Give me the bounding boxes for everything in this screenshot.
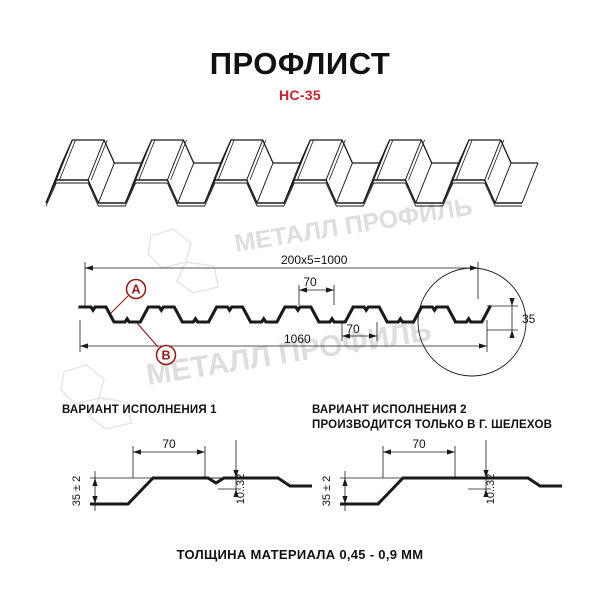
- dim-pitch-total: 200x5=1000: [281, 253, 348, 267]
- dim-valley-width: 70: [346, 322, 360, 336]
- profile-outline: [78, 304, 492, 324]
- variant-1-dim-flange-height: 10..32: [235, 474, 247, 505]
- page-title: ПРОФЛИСТ: [209, 46, 391, 81]
- material-thickness-note: ТОЛЩИНА МАТЕРИАЛА 0,45 - 0,9 ММ: [176, 547, 424, 562]
- variant-2-heading-line1: ВАРИАНТ ИСПОЛНЕНИЯ 2: [312, 404, 467, 416]
- watermark-logo-icon-2: [60, 364, 132, 430]
- dimension-arrows: [80, 265, 515, 349]
- variant-2-arrows: [342, 449, 489, 504]
- variant-2-dimension-lines: [340, 440, 491, 511]
- variant-1-profile: [90, 476, 312, 506]
- callout-a: A: [110, 278, 147, 314]
- variant-2-dim-rib-height: 35 ± 2: [321, 476, 333, 507]
- detail-circle: [417, 267, 527, 377]
- variant-2-heading-line2: ПРОИЗВОДИТСЯ ТОЛЬКО В Г. ШЕЛЕХОВ: [312, 419, 553, 431]
- variant-2-heading: ВАРИАНТ ИСПОЛНЕНИЯ 2 ПРОИЗВОДИТСЯ ТОЛЬКО…: [312, 403, 552, 433]
- dim-overall-width: 1060: [284, 332, 311, 346]
- variant-1-arrows: [92, 449, 239, 504]
- variant-1-dim-top-width: 70: [162, 437, 176, 451]
- variant-1-dimension-lines: [90, 440, 241, 511]
- watermark-text-bottom: МЕТАЛЛ ПРОФИЛЬ: [144, 314, 434, 392]
- variant-1-heading-line1: ВАРИАНТ ИСПОЛНЕНИЯ 1: [62, 404, 217, 416]
- variant-2-profile: [340, 476, 562, 506]
- page-subtitle: НС-35: [279, 87, 321, 103]
- callout-a-label: A: [131, 283, 140, 297]
- watermark-logo-icon: [147, 228, 219, 294]
- callout-b-circle: [155, 344, 177, 366]
- variant-2-dim-flange-height: 10..32: [485, 474, 497, 505]
- variant-1-dim-rib-height: 35 ± 2: [71, 476, 83, 507]
- dimension-lines: [79, 262, 518, 352]
- callout-b: B: [136, 322, 177, 366]
- callout-a-circle: [125, 278, 147, 300]
- dim-crest-width: 70: [303, 275, 317, 289]
- variant-2-dim-top-width: 70: [412, 437, 426, 451]
- dim-height: 35: [522, 312, 536, 326]
- watermark-text-top: МЕТАЛЛ ПРОФИЛЬ: [233, 193, 475, 258]
- variant-1-heading: ВАРИАНТ ИСПОЛНЕНИЯ 1: [62, 403, 217, 418]
- callout-b-label: B: [161, 349, 170, 363]
